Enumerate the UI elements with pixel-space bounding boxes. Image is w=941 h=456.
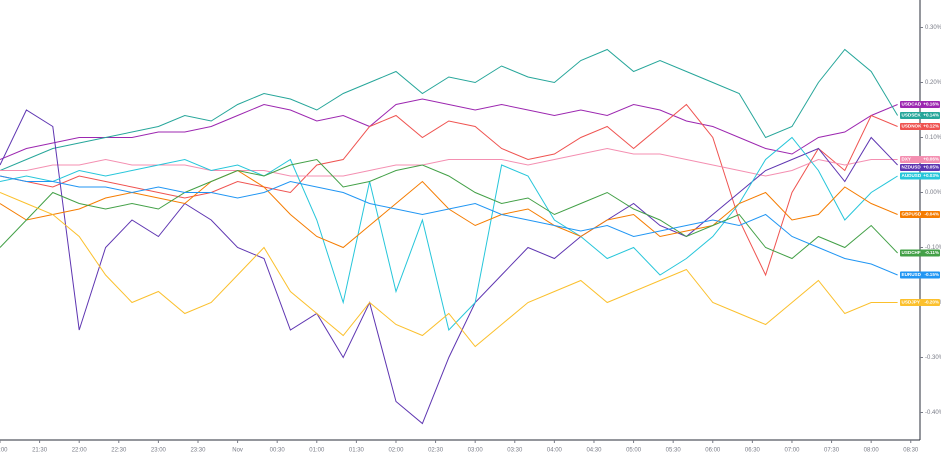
- end-label-box: [900, 123, 940, 130]
- series-line: [0, 136, 898, 332]
- y-tick-label: -0.30%: [925, 355, 941, 361]
- x-tick-label: 21:30: [32, 448, 48, 454]
- end-label-name: USDJPY: [902, 300, 920, 305]
- end-label-box: [900, 299, 940, 306]
- x-tick-label: 02:00: [388, 448, 404, 454]
- y-tick-label: -0.10%: [925, 245, 941, 251]
- series-line: [0, 158, 898, 260]
- x-tick-label: 23:30: [190, 448, 206, 454]
- end-label-name: USDCHF: [902, 250, 921, 255]
- end-label-name: DXY: [902, 157, 911, 162]
- end-label-box: [900, 164, 940, 171]
- x-tick-label: 00:30: [270, 448, 286, 454]
- end-label-name: NZDUSD: [902, 165, 922, 170]
- x-tick-label: 04:30: [586, 448, 602, 454]
- end-label-value: +0.16%: [923, 102, 939, 107]
- end-label-box: [900, 101, 940, 108]
- x-tick-label: 05:00: [626, 448, 642, 454]
- x-tick-label: 04:00: [547, 448, 563, 454]
- end-label-value: +0.03%: [923, 173, 939, 178]
- end-label-name: GBPUSD: [902, 212, 922, 217]
- x-tick-label: 07:00: [784, 448, 800, 454]
- x-tick-label: 05:30: [666, 448, 682, 454]
- y-tick-label: 0.00%: [925, 190, 941, 196]
- y-tick-label: 0.20%: [925, 80, 941, 86]
- end-label-name: USDCAD: [902, 102, 922, 107]
- x-tick-label: 06:30: [745, 448, 761, 454]
- x-tick-label: 03:30: [507, 448, 523, 454]
- series-line: [0, 175, 898, 276]
- end-label-value: -0.20%: [924, 300, 939, 305]
- x-tick-label: 01:30: [349, 448, 365, 454]
- x-tick-label: 21:00: [0, 448, 8, 454]
- series-line: [0, 147, 898, 177]
- y-tick-label: 0.30%: [925, 25, 941, 31]
- x-tick-label: 08:00: [864, 448, 880, 454]
- x-tick-label: 08:30: [903, 448, 919, 454]
- plot: [0, 48, 899, 425]
- end-label-value: -0.15%: [924, 272, 939, 277]
- end-label-box: [900, 112, 940, 119]
- end-label-box: [900, 211, 940, 218]
- y-tick-label: 0.10%: [925, 135, 941, 141]
- end-label-value: +0.06%: [923, 157, 939, 162]
- x-tick-label: 23:00: [151, 448, 167, 454]
- series-line: [0, 98, 898, 160]
- series-line: [0, 48, 899, 171]
- series-line: [0, 192, 898, 348]
- series-line: [0, 103, 898, 277]
- end-label-value: +0.14%: [923, 113, 939, 118]
- end-label-box: [900, 172, 940, 180]
- x-tick-label: Nov: [232, 448, 243, 454]
- end-label-value: +0.05%: [923, 165, 939, 170]
- end-label-value: -0.04%: [924, 212, 939, 217]
- end-label-box: [900, 249, 940, 257]
- end-label-box: [900, 156, 940, 163]
- end-label-name: EURUSD: [902, 272, 922, 277]
- x-tick-label: 02:30: [428, 448, 444, 454]
- x-tick-label: 03:00: [468, 448, 484, 454]
- end-label-name: USDNOK: [902, 124, 923, 129]
- series-line: [0, 109, 898, 425]
- end-label-value: -0.11%: [925, 250, 939, 255]
- end-label-name: AUDUSD: [902, 173, 922, 178]
- end-label-box: [900, 271, 940, 279]
- end-label-value: +0.12%: [923, 124, 939, 129]
- end-label-name: USDSEK: [902, 113, 922, 118]
- x-tick-label: 07:30: [824, 448, 840, 454]
- x-tick-label: 22:30: [111, 448, 127, 454]
- y-tick-label: -0.40%: [925, 410, 941, 416]
- x-tick-label: 22:00: [72, 448, 88, 454]
- x-tick-label: 01:00: [309, 448, 325, 454]
- x-tick-label: 06:00: [705, 448, 721, 454]
